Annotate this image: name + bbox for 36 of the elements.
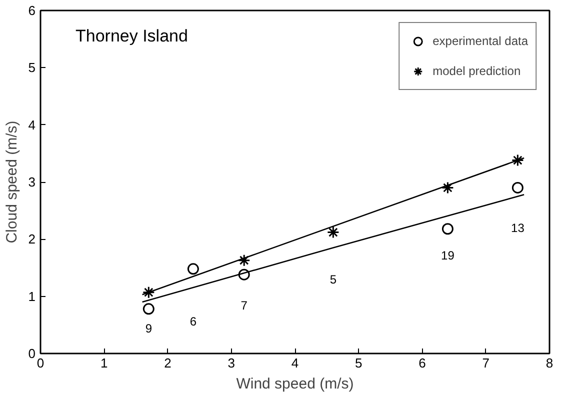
annotation: 6 <box>190 314 197 328</box>
y-tick-label: 5 <box>28 60 36 76</box>
point <box>187 263 199 275</box>
annotation: 13 <box>511 221 525 236</box>
x-tick-label: 1 <box>100 356 108 370</box>
y-tick-label: 6 <box>28 3 36 18</box>
y-axis-title: Cloud speed (m/s) <box>3 120 20 244</box>
y-tick-label: 3 <box>28 174 36 190</box>
annotation: 19 <box>441 248 455 263</box>
y-tick-label: 4 <box>28 117 36 132</box>
point <box>238 268 250 280</box>
x-tick-label: 7 <box>482 356 490 370</box>
x-axis-title: Wind speed (m/s) <box>236 376 354 392</box>
point <box>441 181 454 194</box>
x-tick-label: 8 <box>546 356 554 370</box>
point <box>238 254 250 267</box>
y-tick-label: 2 <box>28 232 36 247</box>
x-tick-label: 6 <box>418 356 426 370</box>
annotation: 7 <box>240 298 248 312</box>
point <box>442 223 454 235</box>
point <box>511 154 524 167</box>
annotation: 5 <box>330 272 337 287</box>
point <box>512 182 524 194</box>
x-tick-label: 4 <box>291 356 299 370</box>
y-tick-label: 1 <box>28 288 36 304</box>
point <box>142 303 154 315</box>
point <box>326 226 340 239</box>
x-tick-label: 2 <box>164 356 172 370</box>
x-tick-label: 5 <box>355 356 362 370</box>
point <box>142 286 155 299</box>
x-tick-label: 3 <box>228 356 235 370</box>
y-tick-label: 0 <box>28 346 36 361</box>
text: Thorney Island <box>75 26 188 46</box>
annotation: 9 <box>145 321 152 336</box>
legend-label: model prediction <box>432 64 521 78</box>
legend-label: experimental data <box>432 34 528 48</box>
